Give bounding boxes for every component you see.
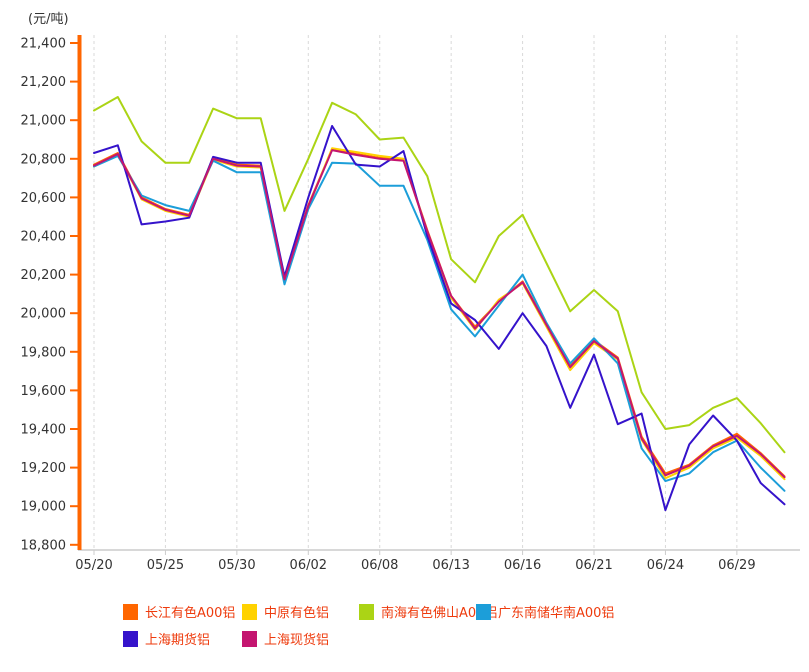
- legend-swatch-icon: [123, 603, 138, 620]
- x-tick-label: 06/13: [432, 558, 469, 573]
- y-tick-label: 20,800: [21, 152, 67, 167]
- legend-label: 长江有色A00铝: [145, 606, 236, 621]
- x-tick-label: 05/20: [75, 558, 112, 573]
- series-line-4: [93, 125, 786, 512]
- x-tick-label: 06/16: [504, 558, 541, 573]
- y-axis-unit-label: (元/吨): [28, 12, 69, 27]
- x-tick-label: 06/21: [575, 558, 612, 573]
- legend-label: 广东南储华南A00铝: [498, 606, 615, 621]
- legend-swatch-icon: [242, 630, 257, 647]
- x-tick-label: 06/29: [718, 558, 755, 573]
- series-line-3: [93, 154, 786, 492]
- legend-label: 上海期货铝: [145, 633, 211, 648]
- y-tick-label: 19,600: [21, 384, 67, 399]
- legend-label: 南海有色佛山A00铝: [381, 606, 498, 621]
- x-tick-label: 06/02: [290, 558, 327, 573]
- legend: 长江有色A00铝 中原有色铝 南海有色佛山A00铝 广东南储华南A00铝上海期货铝 上海…: [0, 596, 809, 666]
- legend-item-4[interactable]: 上海期货铝: [123, 629, 210, 648]
- y-tick-label: 20,200: [21, 268, 67, 283]
- plot-area: 05/20 05/25 05/30 06/02 06/08 06/13 06/16 06/21…: [21, 35, 800, 573]
- legend-item-3[interactable]: 广东南储华南A00铝: [476, 602, 614, 621]
- x-tick-label: 05/25: [147, 558, 184, 573]
- legend-item-1[interactable]: 中原有色铝: [242, 602, 329, 621]
- legend-label: 上海现货铝: [264, 633, 330, 648]
- y-tick-label: 21,000: [21, 114, 67, 129]
- x-tick-label: 06/08: [361, 558, 398, 573]
- y-tick-label: 21,400: [21, 37, 67, 52]
- y-tick-label: 19,000: [21, 500, 67, 515]
- legend-swatch-icon: [359, 603, 374, 620]
- legend-swatch-icon: [476, 603, 491, 620]
- legend-item-0[interactable]: 长江有色A00铝: [123, 602, 235, 621]
- y-tick-label: 19,800: [21, 345, 67, 360]
- y-tick-label: 19,400: [21, 423, 67, 438]
- legend-label: 中原有色铝: [264, 606, 330, 621]
- y-tick-label: 20,000: [21, 307, 67, 322]
- series-line-2: [93, 96, 786, 454]
- legend-swatch-icon: [123, 630, 138, 647]
- series-line-5: [93, 149, 786, 479]
- legend-swatch-icon: [242, 603, 257, 620]
- y-tick-label: 19,200: [21, 461, 67, 476]
- y-tick-label: 18,800: [21, 538, 67, 553]
- legend-item-5[interactable]: 上海现货铝: [242, 629, 329, 648]
- x-tick-label: 06/24: [647, 558, 684, 573]
- x-tick-label: 05/30: [218, 558, 255, 573]
- y-tick-label: 20,600: [21, 191, 67, 206]
- y-tick-label: 21,200: [21, 75, 67, 90]
- legend-item-2[interactable]: 南海有色佛山A00铝: [359, 602, 497, 621]
- y-tick-label: 20,400: [21, 230, 67, 245]
